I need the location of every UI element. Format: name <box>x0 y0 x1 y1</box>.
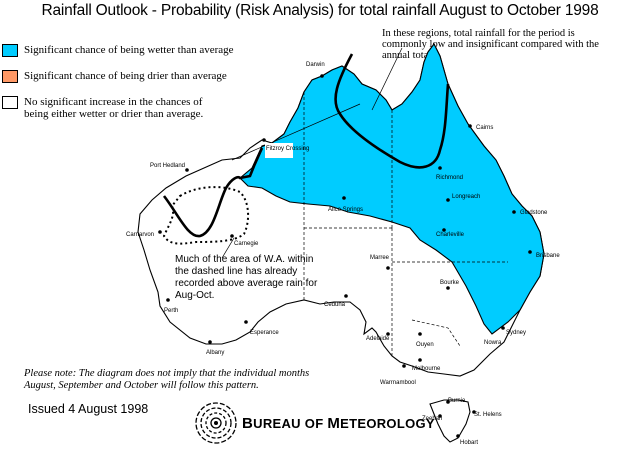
place-label-carnegie: Carnegie <box>234 241 259 247</box>
bureau-logo-icon <box>195 402 237 444</box>
wa-dashed-region <box>162 186 250 245</box>
low-rainfall-note: In these regions, total rainfall for the… <box>382 28 599 61</box>
place-label-port-hedland: Port Hedland <box>150 163 185 169</box>
legend-label-drier: Significant chance of being drier than a… <box>24 70 227 82</box>
legend-label-wetter: Significant chance of being wetter than … <box>24 44 234 56</box>
place-label-melbourne: Melbourne <box>412 366 441 372</box>
legend-item-drier: Significant chance of being drier than a… <box>2 70 227 83</box>
pointer-line-queensland <box>371 47 403 111</box>
legend-swatch-wetter <box>2 44 18 57</box>
legend-item-none: No significant increase in the chances o… <box>2 96 203 120</box>
place-label-charleville: Charleville <box>436 232 465 238</box>
place-label-richmond: Richmond <box>436 175 463 181</box>
map-title: Rainfall Outlook - Probability (Risk Ana… <box>41 2 599 19</box>
disclaimer-note: Please note: The diagram does not imply … <box>24 368 310 391</box>
place-label-albany: Albany <box>206 350 224 356</box>
place-label-esperance: Esperance <box>250 330 279 336</box>
place-label-warrnambool: Warrnambool <box>380 380 416 386</box>
place-label-longreach: Longreach <box>452 194 480 200</box>
legend-swatch-none <box>2 96 18 109</box>
place-label-carnarvon: Carnarvon <box>126 232 154 238</box>
place-label-perth: Perth <box>164 308 178 314</box>
place-label-marree: Marree <box>370 255 390 261</box>
issue-date: Issued 4 August 1998 <box>28 402 149 416</box>
pointer-line-north <box>231 103 361 161</box>
place-label-nowra: Nowra <box>484 340 502 346</box>
place-label-adelaide: Adelaide <box>366 336 390 342</box>
wa-rain-note: Much of the area of W.A. within the dash… <box>175 254 318 301</box>
state-borders <box>303 92 508 356</box>
place-label-fitzroy-crossing: Fitzroy Crossing <box>266 146 309 152</box>
legend-label-none: No significant increase in the chances o… <box>24 96 204 120</box>
place-label-st-helens: St. Helens <box>474 412 502 418</box>
place-label-alice-springs: Alice Springs <box>328 207 363 213</box>
bureau-name: BUREAU OF METEOROLOGY <box>242 415 435 432</box>
place-markers <box>158 74 532 438</box>
place-label-zeehan: Zeehan <box>422 416 442 422</box>
boundary-lines <box>162 53 450 238</box>
place-label-ouyen: Ouyen <box>416 342 434 348</box>
place-label-sydney: Sydney <box>506 330 526 336</box>
place-label-brisbane: Brisbane <box>536 253 560 259</box>
place-label-gladstone: Gladstone <box>520 210 548 216</box>
place-label-darwin: Darwin <box>306 62 325 68</box>
place-label-ceduna: Ceduna <box>324 302 346 308</box>
place-label-cairns: Cairns <box>476 125 493 131</box>
pointer-line-wa-note <box>221 237 235 259</box>
place-label-bourke: Bourke <box>440 280 460 286</box>
place-label-burnie: Burnie <box>448 398 466 404</box>
tasmania <box>429 399 471 443</box>
wetter-region <box>239 42 545 335</box>
place-label-hobart: Hobart <box>460 440 478 446</box>
legend-item-wetter: Significant chance of being wetter than … <box>2 44 234 57</box>
legend-swatch-drier <box>2 70 18 83</box>
